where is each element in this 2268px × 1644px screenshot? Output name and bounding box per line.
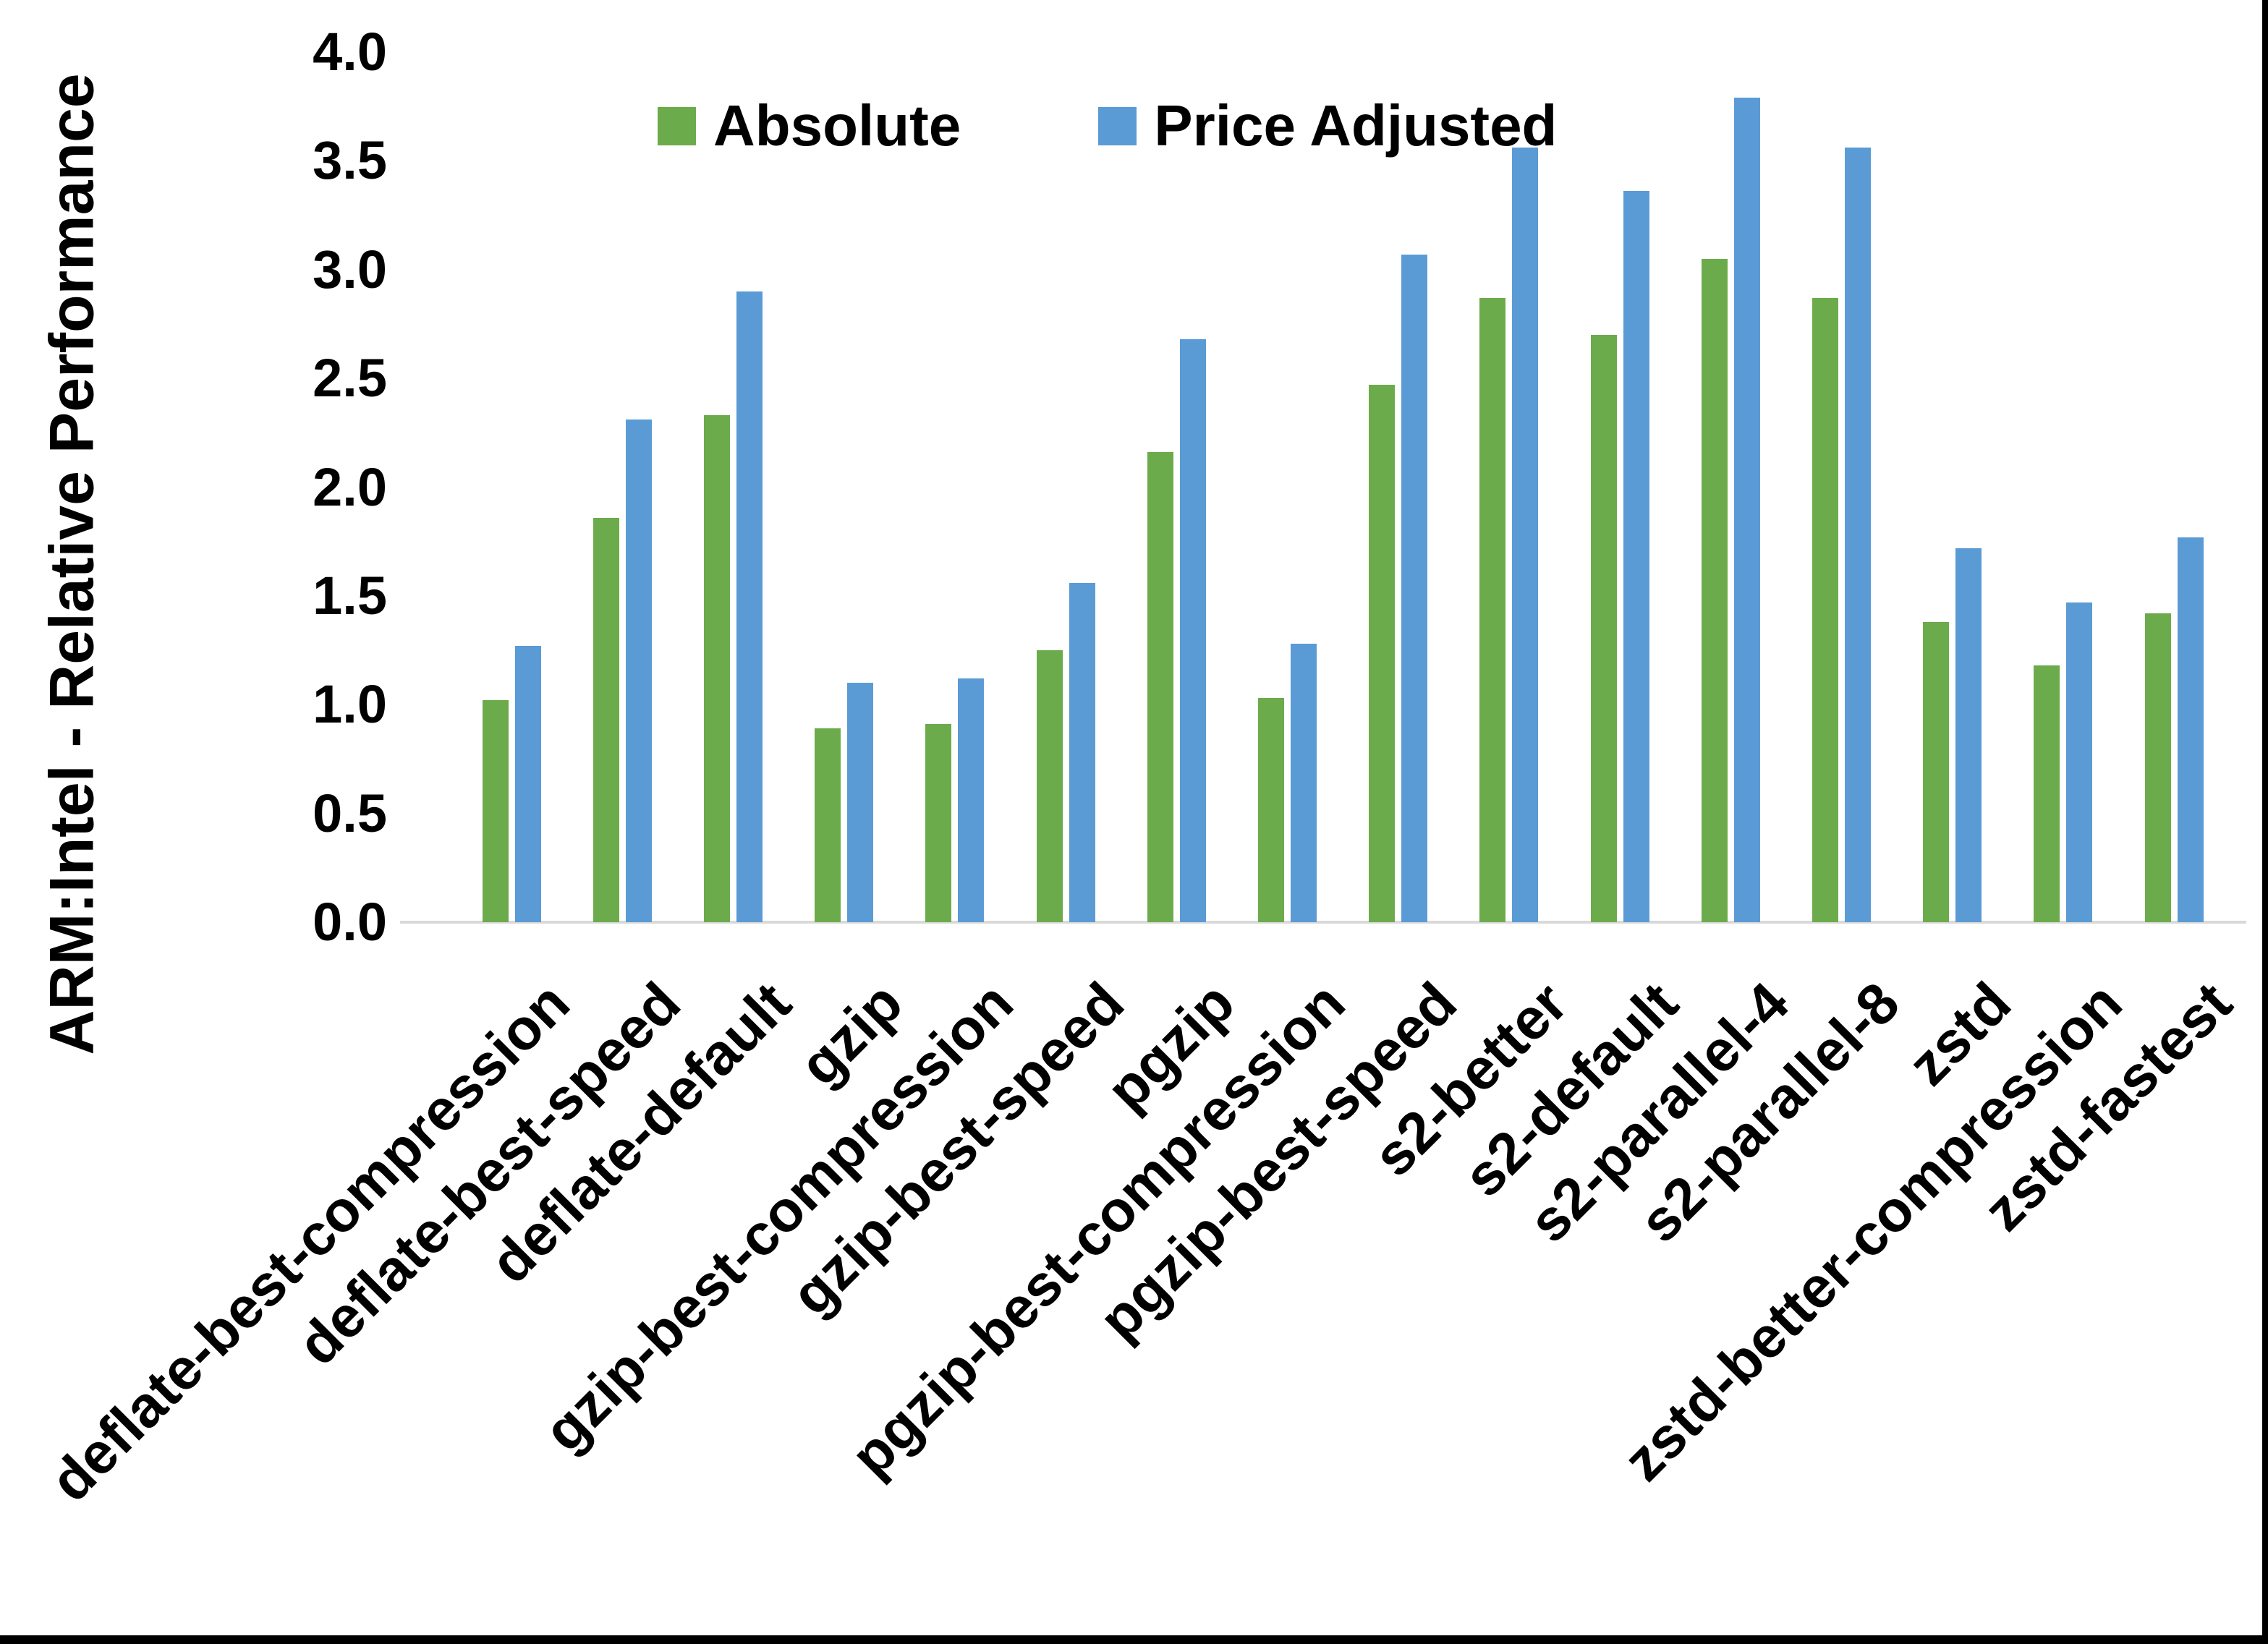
screenshot-border-right (2262, 0, 2268, 1644)
bar-price-adjusted (2066, 602, 2092, 922)
bar-price-adjusted (626, 419, 652, 922)
bar-price-adjusted (736, 291, 763, 922)
y-tick-label: 4.0 (313, 22, 387, 82)
bar-absolute (1037, 650, 1063, 922)
bar-absolute (815, 728, 841, 922)
legend-swatch-price-adjusted (1098, 106, 1137, 145)
y-tick-label: 2.5 (313, 348, 387, 408)
bar-absolute (1258, 698, 1284, 922)
bar-absolute (1147, 452, 1173, 922)
bar-price-adjusted (1401, 255, 1427, 922)
bar-absolute (1479, 298, 1505, 922)
legend-item-price-adjusted: Price Adjusted (1098, 93, 1557, 159)
x-axis-line (400, 921, 2246, 924)
legend-label-price-adjusted: Price Adjusted (1154, 93, 1558, 158)
bar-price-adjusted (958, 678, 984, 922)
bar-absolute (704, 415, 730, 922)
bar-price-adjusted (1291, 644, 1317, 922)
bar-absolute (1369, 385, 1395, 922)
y-tick-label: 1.5 (313, 566, 387, 626)
bar-price-adjusted (1955, 548, 1982, 922)
y-tick-label: 3.0 (313, 239, 387, 299)
bar-absolute (2145, 613, 2171, 922)
legend-item-absolute: Absolute (658, 93, 961, 159)
bar-price-adjusted (1623, 191, 1649, 922)
legend-swatch-absolute (658, 106, 696, 145)
y-tick-label: 0.5 (313, 783, 387, 843)
legend-label-absolute: Absolute (713, 93, 961, 158)
screenshot-border-bottom (0, 1635, 2268, 1644)
bar-price-adjusted (1069, 583, 1095, 922)
bar-absolute (1923, 622, 1949, 922)
y-tick-label: 3.5 (313, 130, 387, 190)
bar-price-adjusted (1512, 148, 1538, 922)
bar-absolute (1812, 298, 1838, 922)
bar-absolute (1702, 259, 1728, 922)
bar-price-adjusted (1180, 339, 1206, 922)
legend: Absolute Price Adjusted (658, 93, 1557, 159)
y-tick-label: 2.0 (313, 457, 387, 517)
y-axis-title: ARM:Intel - Relative Performance (37, 73, 107, 1055)
bar-absolute (1591, 335, 1617, 922)
bar-price-adjusted (1845, 148, 1871, 922)
bar-price-adjusted (1734, 98, 1760, 922)
bar-absolute (593, 518, 619, 922)
y-tick-label: 1.0 (313, 674, 387, 734)
bar-price-adjusted (847, 683, 873, 922)
bar-absolute (925, 724, 951, 922)
y-tick-label: 0.0 (313, 892, 387, 952)
bar-absolute (483, 700, 509, 922)
bar-absolute (2034, 665, 2060, 922)
bar-price-adjusted (515, 646, 541, 922)
bar-price-adjusted (2178, 537, 2204, 922)
